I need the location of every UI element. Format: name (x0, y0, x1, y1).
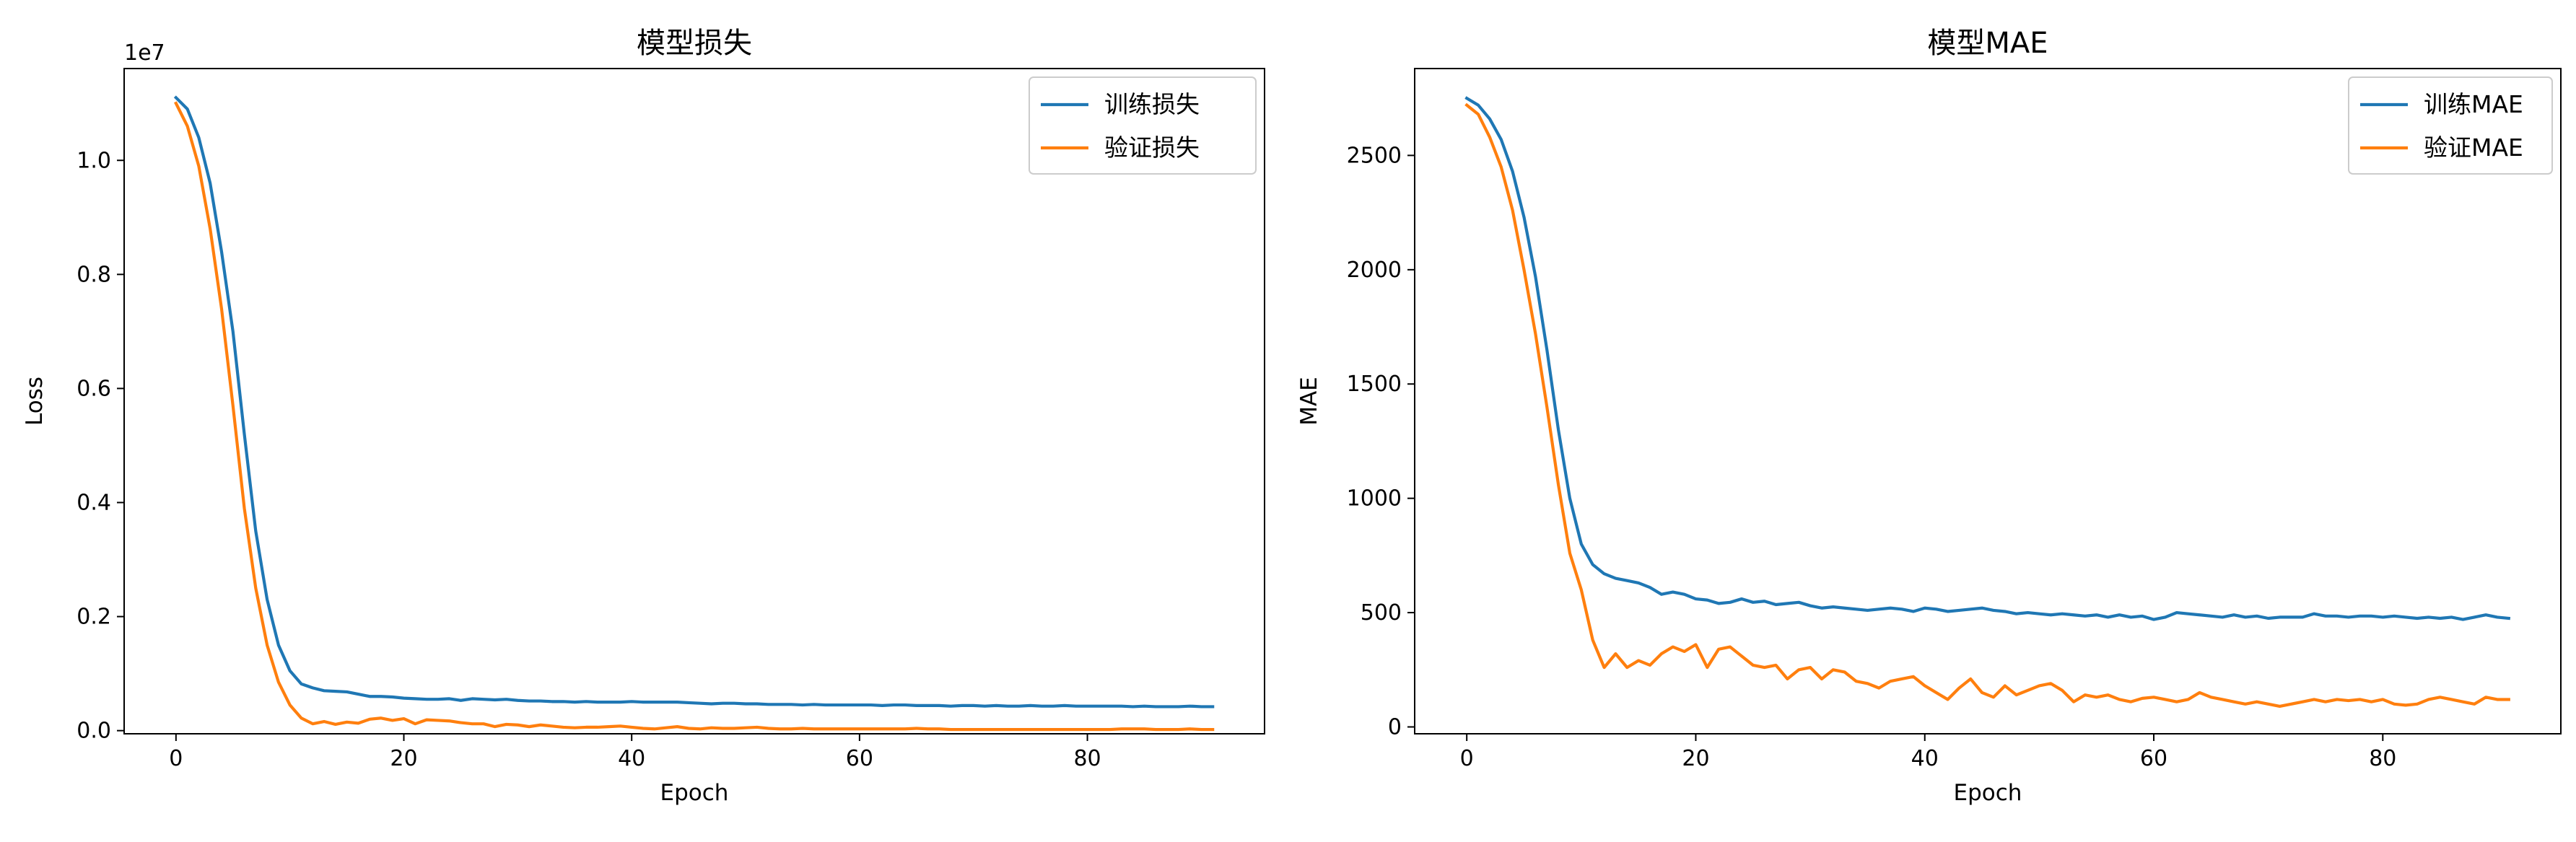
loss-subplot: 0 20 40 60 80 0.0 0.2 0.4 0.6 0.8 1.0 1e7 模型损失 Epoch L… (22, 27, 1265, 806)
loss-ytick-label: 1.0 (77, 148, 111, 173)
loss-ytick-label: 0.6 (77, 376, 111, 401)
loss-series-line-1 (174, 101, 1215, 732)
mae-chart-title: 模型MAE (1927, 27, 2048, 60)
mae-ytick-label: 2500 (1347, 143, 1402, 168)
mae-legend-label-1: 验证MAE (2424, 133, 2523, 162)
mae-ytick-label: 1500 (1347, 372, 1402, 397)
loss-y-offset-label: 1e7 (124, 40, 165, 66)
loss-ytick-label: 0.8 (77, 262, 111, 287)
mae-axes-frame (1414, 68, 2562, 734)
loss-ytick-label: 0.4 (77, 490, 111, 515)
mae-ytick-label: 1000 (1347, 486, 1402, 512)
loss-series-line-0 (173, 95, 1215, 709)
loss-axes-frame (123, 68, 1265, 734)
loss-xtick-label: 40 (618, 746, 645, 771)
mae-subplot: 0 20 40 60 80 0 500 1000 1500 2000 2500 模型MAE Epoch M… (1296, 27, 2562, 806)
loss-xtick-label: 60 (846, 746, 873, 771)
mae-xtick-label: 80 (2369, 746, 2396, 771)
mae-xtick-label: 40 (1911, 746, 1939, 771)
mae-ytick-label: 2000 (1347, 258, 1402, 283)
mae-ytick-label: 500 (1361, 600, 1402, 626)
mae-xtick-label: 60 (2140, 746, 2167, 771)
mae-xtick-label: 0 (1460, 746, 1474, 771)
mae-legend-box (2348, 76, 2553, 175)
mae-series-line-0 (1464, 96, 2511, 621)
loss-chart-title: 模型损失 (637, 27, 752, 60)
mae-series-line-1 (1464, 102, 2510, 709)
loss-xtick-label: 80 (1073, 746, 1101, 771)
mae-y-axis-label: MAE (1296, 377, 1322, 426)
loss-ytick-label: 0.2 (77, 605, 111, 630)
loss-xtick-label: 0 (169, 746, 183, 771)
mae-x-axis-label: Epoch (1954, 780, 2022, 806)
mae-legend: 训练MAE 验证MAE (2348, 76, 2553, 175)
loss-x-axis-label: Epoch (660, 780, 729, 806)
loss-legend-label-1: 验证损失 (1104, 133, 1200, 162)
loss-y-axis-label: Loss (22, 377, 48, 426)
loss-xtick-label: 20 (390, 746, 417, 771)
loss-ytick-label: 0.0 (77, 719, 111, 744)
mae-xtick-label: 20 (1682, 746, 1709, 771)
mae-legend-label-0: 训练MAE (2424, 90, 2523, 118)
mae-ytick-label: 0 (1388, 714, 1402, 740)
loss-legend-box (1029, 76, 1257, 175)
loss-legend-label-0: 训练损失 (1104, 90, 1200, 118)
